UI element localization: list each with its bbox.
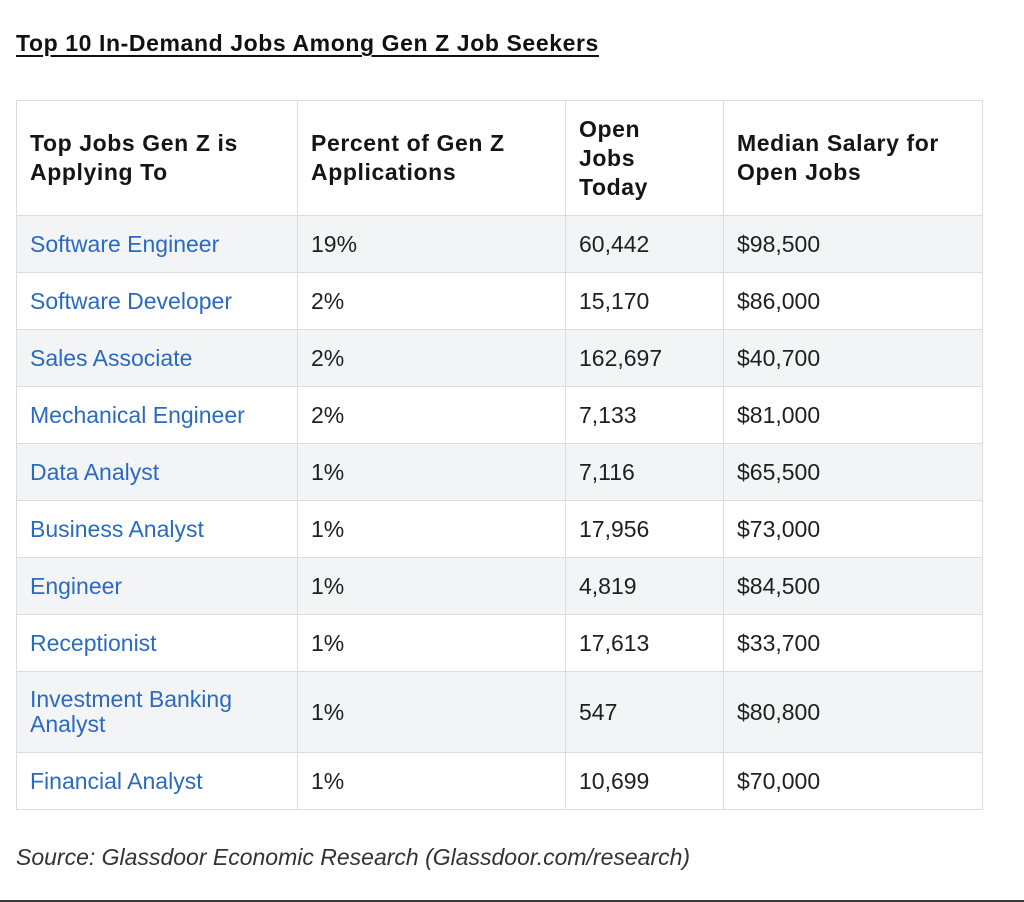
salary-cell: $81,000 <box>723 386 983 444</box>
job-link[interactable]: Sales Associate <box>30 344 193 371</box>
open-jobs-cell: 4,819 <box>565 557 724 615</box>
open-jobs-cell: 547 <box>565 671 724 753</box>
job-title-cell: Data Analyst <box>16 443 298 501</box>
percent-cell: 1% <box>297 557 566 615</box>
open-jobs-cell: 10,699 <box>565 752 724 810</box>
table-row: Software Developer 2% 15,170 $86,000 <box>16 272 983 330</box>
table-row: Mechanical Engineer 2% 7,133 $81,000 <box>16 386 983 444</box>
percent-cell: 1% <box>297 671 566 753</box>
job-title-cell: Software Developer <box>16 272 298 330</box>
table-row: Engineer 1% 4,819 $84,500 <box>16 557 983 615</box>
job-link[interactable]: Mechanical Engineer <box>30 401 245 428</box>
job-title-cell: Mechanical Engineer <box>16 386 298 444</box>
percent-cell: 1% <box>297 752 566 810</box>
job-title-cell: Sales Associate <box>16 329 298 387</box>
table-row: Investment Banking Analyst 1% 547 $80,80… <box>16 671 983 753</box>
job-title-cell: Financial Analyst <box>16 752 298 810</box>
salary-cell: $40,700 <box>723 329 983 387</box>
job-link[interactable]: Software Developer <box>30 287 232 314</box>
percent-cell: 2% <box>297 272 566 330</box>
bottom-divider <box>0 900 1024 902</box>
salary-cell: $84,500 <box>723 557 983 615</box>
source-note: Source: Glassdoor Economic Research (Gla… <box>16 844 691 870</box>
percent-cell: 2% <box>297 386 566 444</box>
job-link[interactable]: Financial Analyst <box>30 767 203 794</box>
salary-cell: $86,000 <box>723 272 983 330</box>
job-link[interactable]: Data Analyst <box>30 458 160 485</box>
table-row: Sales Associate 2% 162,697 $40,700 <box>16 329 983 387</box>
job-link[interactable]: Investment Banking Analyst <box>30 686 233 737</box>
open-jobs-cell: 60,442 <box>565 215 724 273</box>
job-link[interactable]: Receptionist <box>30 629 157 656</box>
salary-cell: $70,000 <box>723 752 983 810</box>
salary-cell: $65,500 <box>723 443 983 501</box>
open-jobs-cell: 15,170 <box>565 272 724 330</box>
job-link[interactable]: Software Engineer <box>30 230 220 257</box>
job-title-cell: Receptionist <box>16 614 298 672</box>
table-row: Receptionist 1% 17,613 $33,700 <box>16 614 983 672</box>
job-link[interactable]: Business Analyst <box>30 515 204 542</box>
job-title-cell: Investment Banking Analyst <box>16 671 298 753</box>
job-title-cell: Engineer <box>16 557 298 615</box>
percent-cell: 19% <box>297 215 566 273</box>
open-jobs-cell: 17,956 <box>565 500 724 558</box>
percent-cell: 1% <box>297 443 566 501</box>
open-jobs-cell: 162,697 <box>565 329 724 387</box>
header-top-jobs: Top Jobs Gen Z is Applying To <box>16 100 298 216</box>
percent-cell: 1% <box>297 500 566 558</box>
salary-cell: $73,000 <box>723 500 983 558</box>
table-row: Financial Analyst 1% 10,699 $70,000 <box>16 752 983 810</box>
job-link[interactable]: Engineer <box>30 572 123 599</box>
open-jobs-cell: 7,133 <box>565 386 724 444</box>
header-open-jobs: Open Jobs Today <box>565 100 724 216</box>
header-percent-applications: Percent of Gen Z Applications <box>297 100 566 216</box>
salary-cell: $33,700 <box>723 614 983 672</box>
jobs-table: Top Jobs Gen Z is Applying To Percent of… <box>16 100 983 810</box>
job-title-cell: Business Analyst <box>16 500 298 558</box>
open-jobs-cell: 17,613 <box>565 614 724 672</box>
table-row: Business Analyst 1% 17,956 $73,000 <box>16 500 983 558</box>
percent-cell: 2% <box>297 329 566 387</box>
percent-cell: 1% <box>297 614 566 672</box>
table-row: Data Analyst 1% 7,116 $65,500 <box>16 443 983 501</box>
job-title-cell: Software Engineer <box>16 215 298 273</box>
open-jobs-cell: 7,116 <box>565 443 724 501</box>
header-median-salary: Median Salary for Open Jobs <box>723 100 983 216</box>
table-header-row: Top Jobs Gen Z is Applying To Percent of… <box>16 100 983 216</box>
salary-cell: $80,800 <box>723 671 983 753</box>
page-title: Top 10 In-Demand Jobs Among Gen Z Job Se… <box>16 30 599 56</box>
table-row: Software Engineer 19% 60,442 $98,500 <box>16 215 983 273</box>
salary-cell: $98,500 <box>723 215 983 273</box>
